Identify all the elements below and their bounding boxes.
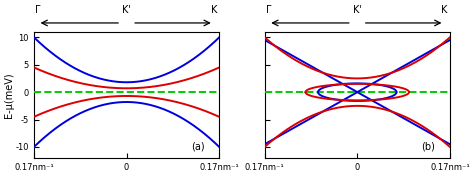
Text: K': K' (122, 5, 131, 15)
Text: Γ: Γ (265, 5, 271, 15)
Text: K': K' (353, 5, 362, 15)
Text: (b): (b) (421, 142, 435, 152)
Text: (a): (a) (191, 142, 204, 152)
Text: K: K (210, 5, 217, 15)
Text: Γ: Γ (35, 5, 40, 15)
Text: K: K (441, 5, 447, 15)
Y-axis label: E-μ(meV): E-μ(meV) (4, 72, 14, 118)
